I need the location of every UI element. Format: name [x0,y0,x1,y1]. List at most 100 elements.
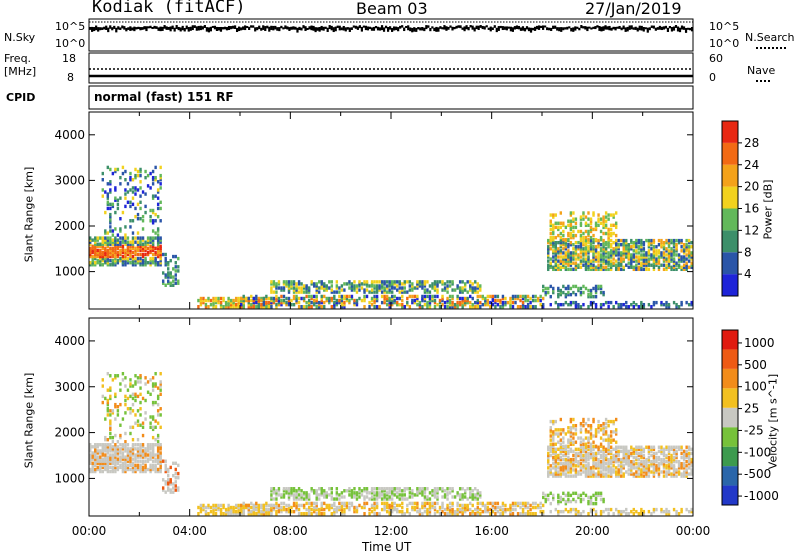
noise-sample [139,27,142,31]
velocity-cell [141,461,145,465]
velocity-cell [554,455,557,460]
power-cell [151,194,155,198]
velocity-cell [542,503,545,508]
velocity-cell [592,451,595,456]
velocity-cell [597,474,600,478]
velocity-cell [144,376,147,380]
power-cell [325,284,328,288]
power-cell [159,175,162,180]
power-cell [557,286,560,291]
power-cell [111,240,115,244]
power-cell [109,236,112,240]
velocity-cell [199,503,203,508]
power-cell [99,261,102,265]
power-cell [136,242,140,246]
velocity-cell [255,503,258,508]
velocity-cell [564,451,568,456]
power-cell [647,302,651,307]
power-cell [89,236,92,240]
velocity-cell [579,457,583,462]
velocity-cell [378,493,381,497]
power-cell [589,245,593,249]
power-cell [657,261,661,265]
velocity-cell [630,453,633,458]
velocity-cell [617,464,620,468]
power-cell [134,258,137,263]
power-cell [388,280,391,284]
power-cell [109,180,112,184]
power-cell [607,305,610,309]
velocity-cell [451,509,454,514]
power-cell [134,186,137,190]
x-tick-label: 16:00 [474,524,509,538]
power-cell [645,253,648,257]
power-cell [101,236,104,240]
power-cell [579,255,583,259]
velocity-cell [172,482,175,486]
power-cell [91,256,94,261]
velocity-cell [617,445,620,449]
power-cell [652,259,656,263]
velocity-cell [625,453,628,458]
power-cell [604,215,608,219]
power-cell [609,249,613,253]
velocity-cell [89,453,92,457]
power-cell [564,225,568,230]
power-cell [680,240,683,245]
noise-sample [670,27,674,32]
power-cell [421,305,424,309]
velocity-cell [280,495,283,499]
power-cell [564,292,568,297]
power-cell [358,288,361,292]
power-cell [652,238,656,243]
colorbar-tick-label: -25 [744,423,764,437]
power-cell [625,251,628,255]
power-cell [136,169,140,174]
velocity-cell [280,505,283,510]
power-cell [577,257,580,261]
velocity-cell [489,512,492,516]
power-cell [114,252,117,257]
power-cell [542,288,545,293]
velocity-cell [119,388,122,392]
power-cell [617,238,620,243]
power-cell [587,292,590,297]
velocity-cell [662,449,666,454]
power-cell [375,288,379,292]
power-cell [685,238,688,243]
power-cell [212,296,215,301]
power-cell [124,188,127,192]
velocity-cell [474,512,477,516]
power-cell [121,171,125,176]
power-cell [134,173,137,178]
power-cell [265,294,268,299]
power-cell [131,244,135,248]
velocity-cell [622,472,625,476]
power-cell [373,280,376,284]
power-cell [642,247,646,251]
power-cell [431,286,434,290]
velocity-cell [557,453,560,458]
power-cell [579,238,583,243]
power-cell [632,257,635,261]
velocity-cell [207,505,210,510]
power-cell [101,263,104,267]
power-cell [690,257,693,261]
velocity-cell [131,463,135,468]
velocity-cell [219,503,223,508]
power-cell [204,305,208,309]
velocity-cell [126,459,130,463]
velocity-cell [99,459,102,463]
velocity-cell [587,474,590,478]
velocity-cell [385,503,389,508]
velocity-cell [572,453,575,458]
velocity-cell [665,512,668,516]
velocity-cell [509,503,512,508]
velocity-cell [141,449,145,453]
power-cell [287,282,291,286]
velocity-cell [589,442,593,446]
power-cell [549,284,552,289]
power-cell [609,245,613,249]
velocity-cell [139,392,142,397]
velocity-cell [602,430,605,434]
